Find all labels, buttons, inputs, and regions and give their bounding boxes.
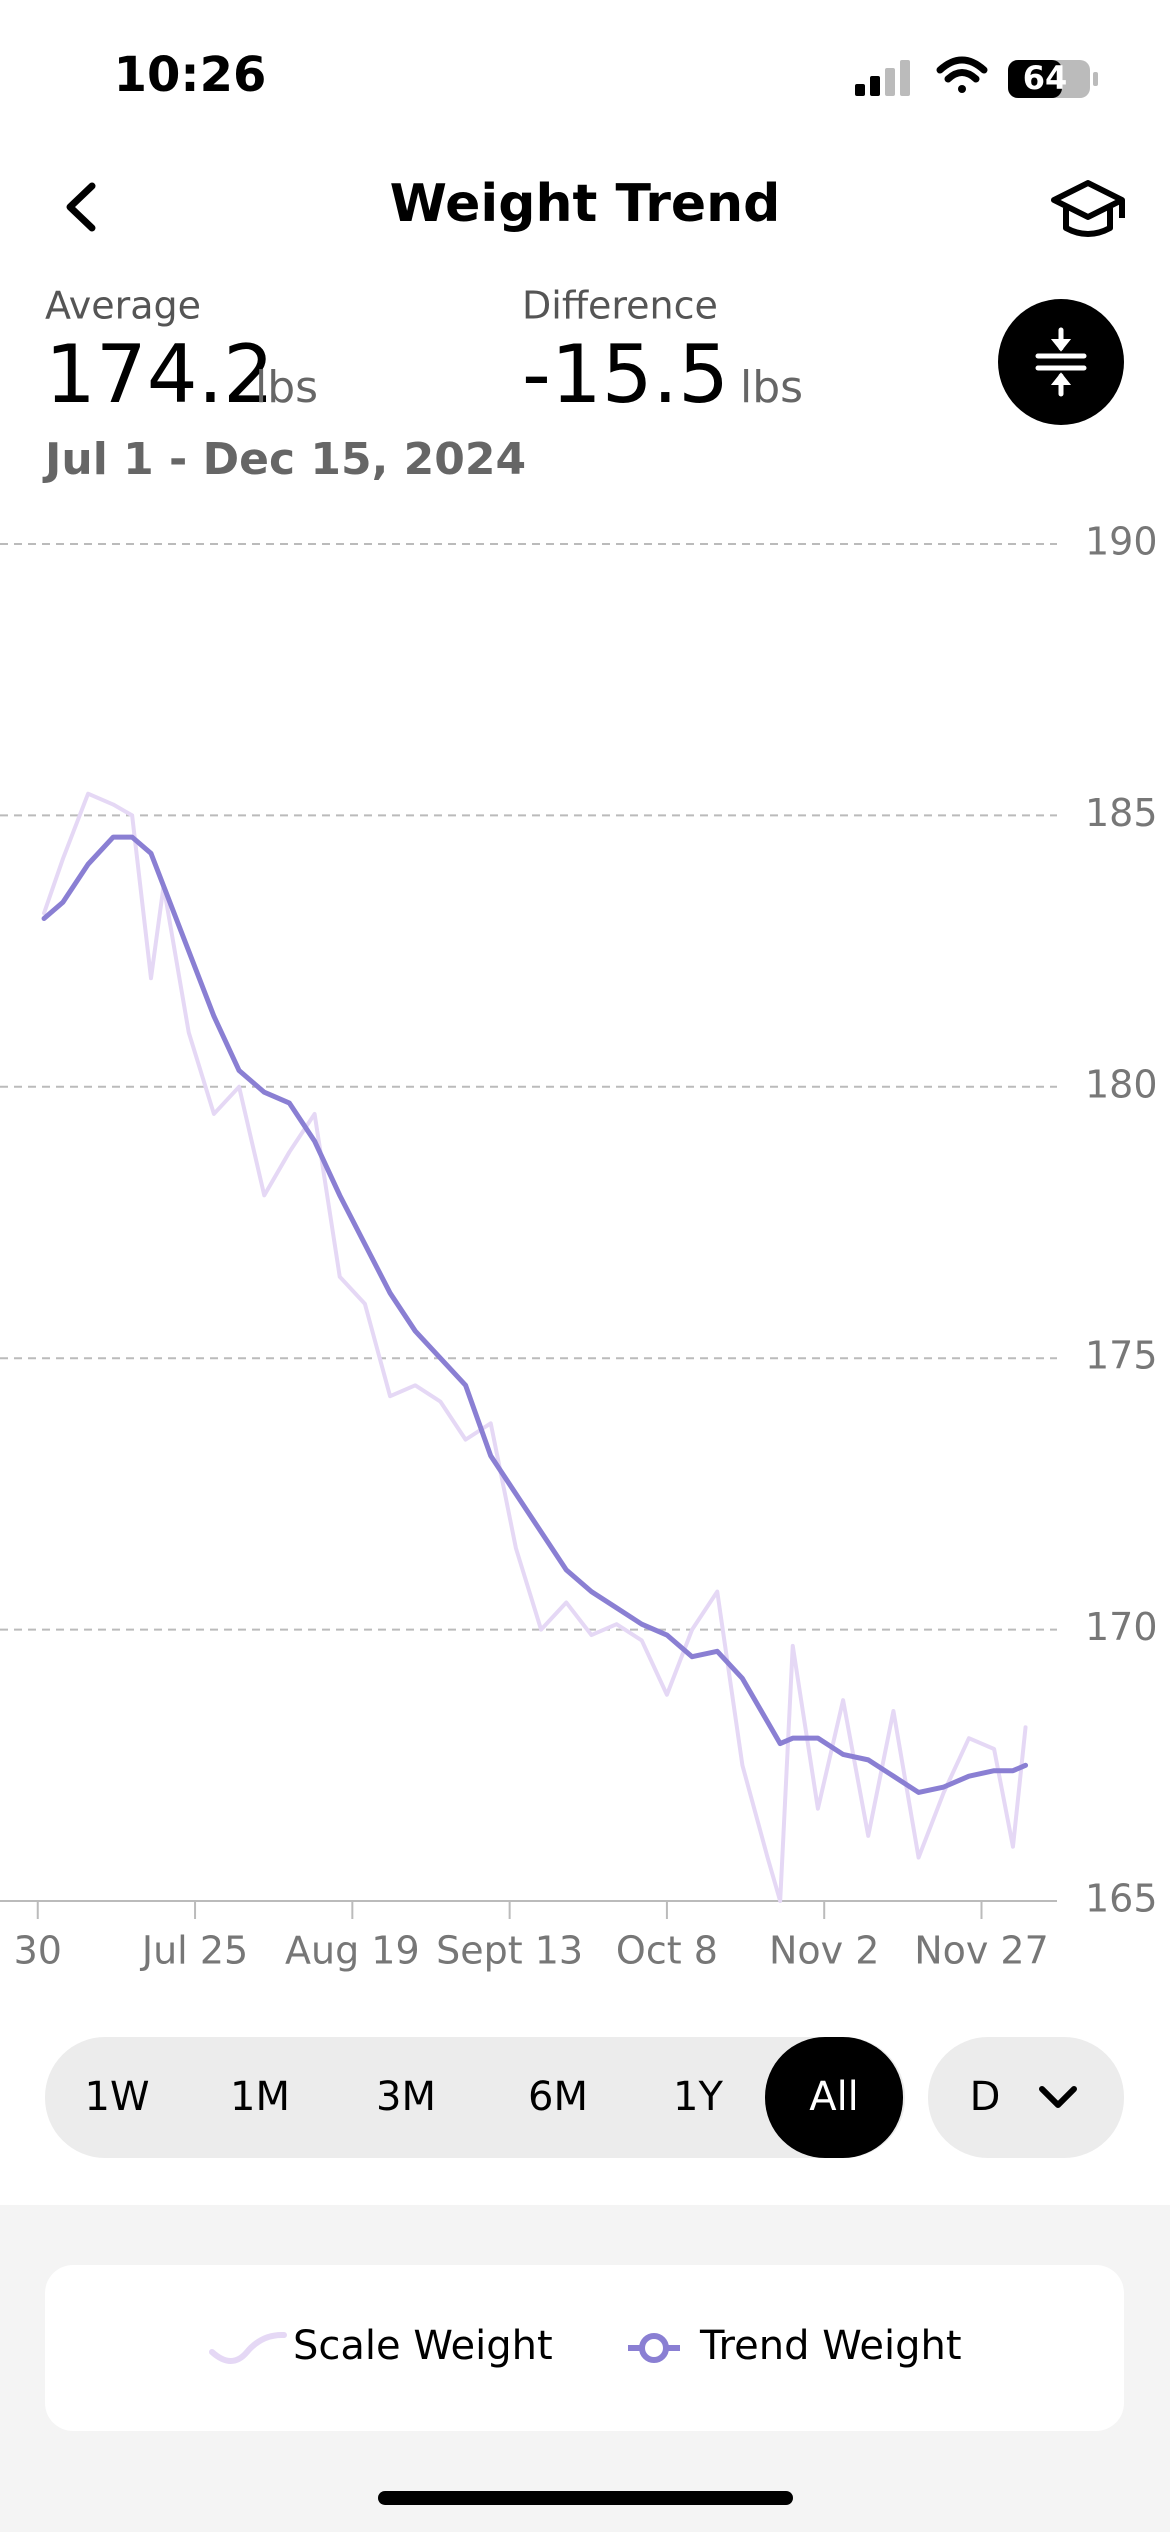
x-tick-label: Sept 13 bbox=[436, 1929, 583, 1973]
learn-button[interactable] bbox=[1051, 180, 1125, 237]
y-tick-label: 165 bbox=[1085, 1877, 1158, 1921]
range-button[interactable]: 1M bbox=[230, 2074, 290, 2120]
page-title: Weight Trend bbox=[390, 174, 781, 234]
x-tick-label: Nov 2 bbox=[769, 1929, 879, 1973]
compare-button[interactable] bbox=[998, 299, 1124, 425]
y-tick-label: 190 bbox=[1085, 520, 1158, 564]
signal-icon bbox=[855, 60, 910, 96]
battery-level: 64 bbox=[1023, 59, 1068, 97]
legend-swatch bbox=[209, 2331, 287, 2364]
x-tick-label: Oct 8 bbox=[616, 1929, 718, 1973]
legend: Scale Weight Trend Weight bbox=[209, 2323, 962, 2369]
x-tick-label: Aug 19 bbox=[285, 1929, 420, 1973]
range-selected[interactable] bbox=[765, 2037, 903, 2158]
series-line bbox=[42, 791, 1028, 1903]
chart: 165 170 175 180 185 190 30 Jul 25 Aug 19 Sept 13 O… bbox=[0, 520, 1158, 1973]
range-buttons: 1W 1M 3M 6M 1Y All bbox=[85, 2037, 903, 2158]
legend-label: Scale Weight bbox=[293, 2323, 553, 2369]
interval-label: D bbox=[970, 2074, 1001, 2120]
dropdown-chevron bbox=[1039, 2086, 1077, 2108]
legend-swatch-dot bbox=[639, 2333, 669, 2363]
interval-dropdown[interactable] bbox=[928, 2037, 1124, 2158]
difference-label: Difference bbox=[522, 284, 718, 328]
x-tick-label: 30 bbox=[14, 1929, 62, 1973]
difference-unit: lbs bbox=[740, 362, 803, 413]
legend-label: Trend Weight bbox=[699, 2323, 962, 2369]
difference-value: -15.5 bbox=[522, 328, 729, 421]
legend-card bbox=[45, 2265, 1124, 2431]
range-selector bbox=[45, 2037, 905, 2158]
home-indicator bbox=[378, 2491, 793, 2505]
y-tick-label: 175 bbox=[1085, 1334, 1158, 1378]
series-line bbox=[41, 834, 1029, 1795]
average-value: 174.2 bbox=[45, 328, 274, 421]
range-button[interactable]: All bbox=[809, 2074, 859, 2120]
y-tick-label: 180 bbox=[1085, 1062, 1158, 1106]
back-button[interactable] bbox=[66, 182, 96, 232]
average-unit: lbs bbox=[255, 362, 318, 413]
date-range: Jul 1 - Dec 15, 2024 bbox=[42, 434, 526, 485]
battery-icon: 64 bbox=[1008, 59, 1098, 98]
range-button[interactable]: 1Y bbox=[673, 2074, 723, 2120]
x-tick-label: Nov 27 bbox=[914, 1929, 1049, 1973]
wifi-icon bbox=[936, 56, 988, 93]
range-button[interactable]: 3M bbox=[376, 2074, 436, 2120]
status-time: 10:26 bbox=[114, 47, 267, 103]
y-tick-label: 170 bbox=[1085, 1605, 1158, 1649]
range-button[interactable]: 1W bbox=[85, 2074, 150, 2120]
y-tick-label: 185 bbox=[1085, 791, 1158, 835]
range-button[interactable]: 6M bbox=[528, 2074, 588, 2120]
average-label: Average bbox=[45, 284, 201, 328]
x-tick-label: Jul 25 bbox=[140, 1929, 248, 1973]
